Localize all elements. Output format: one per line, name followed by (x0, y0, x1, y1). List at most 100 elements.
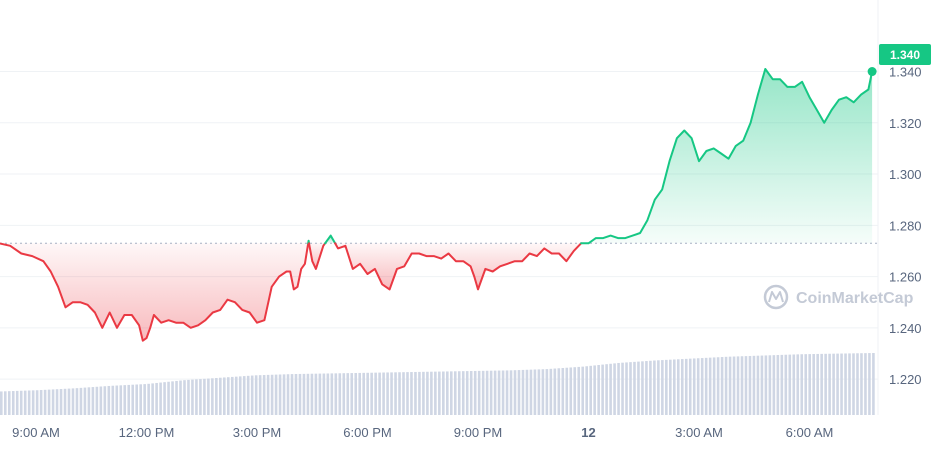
volume-bar (350, 373, 354, 415)
y-tick-label: 1.260 (889, 270, 922, 285)
volume-bar (99, 386, 103, 415)
volume-bar (860, 353, 863, 415)
x-tick-label: 12 (581, 425, 595, 440)
volume-bar (760, 355, 764, 415)
volume-bar (442, 371, 445, 415)
volume-bar (585, 366, 588, 415)
volume-bar (31, 390, 35, 415)
volume-bar (63, 388, 67, 415)
current-price-dot (867, 67, 877, 77)
volume-bar (589, 365, 592, 415)
volume-bar (525, 369, 529, 415)
volume-bar (461, 371, 465, 415)
volume-bar (226, 377, 230, 415)
volume-bar (270, 374, 274, 415)
volume-bar (39, 390, 43, 415)
area-below-baseline (0, 243, 309, 341)
volume-bar (756, 355, 760, 415)
volume-bar (457, 371, 461, 415)
volume-bar (792, 354, 796, 415)
volume-bar (314, 373, 318, 415)
volume-bar (107, 385, 111, 415)
volume-bar (637, 361, 640, 415)
volume-bar (215, 378, 218, 415)
volume-bar (179, 380, 182, 415)
volume-bar (187, 379, 190, 415)
volume-bar (477, 370, 481, 415)
volume-bar (175, 380, 178, 415)
volume-bar (493, 370, 497, 415)
volume-bar (700, 358, 704, 415)
volume-bar (406, 372, 409, 415)
volume-bar (143, 384, 146, 415)
volume-bar (521, 369, 525, 415)
volume-bar (87, 387, 91, 415)
x-tick-label: 6:00 AM (786, 425, 834, 440)
volume-bar (772, 355, 776, 415)
volume-bar (131, 384, 135, 415)
volume-bar (338, 373, 342, 415)
volume-bar (465, 371, 469, 415)
volume-bar (422, 371, 425, 415)
volume-bar (593, 365, 596, 415)
price-line-down (334, 242, 583, 291)
area-above-baseline (581, 69, 873, 244)
volume-bar (382, 372, 385, 415)
y-tick-label: 1.300 (889, 167, 922, 182)
volume-bar (0, 391, 3, 415)
volume-bar (374, 372, 377, 415)
volume-bar (230, 376, 234, 415)
volume-bar (326, 373, 330, 415)
volume-bar (238, 376, 242, 415)
volume-bar (764, 355, 768, 415)
volume-bar (732, 356, 736, 415)
volume-bar (669, 359, 672, 415)
volume-bar (19, 390, 23, 415)
volume-bar (91, 387, 95, 415)
volume-bar (748, 355, 752, 415)
volume-bar (828, 353, 831, 415)
volume-bar (485, 370, 489, 415)
x-tick-label: 12:00 PM (119, 425, 175, 440)
x-tick-label: 6:00 PM (343, 425, 391, 440)
volume-bar (565, 367, 569, 415)
volume-bar (684, 358, 688, 415)
volume-bar (453, 371, 457, 415)
volume-bar (481, 370, 485, 415)
volume-bar (641, 361, 644, 415)
volume-bar (449, 371, 453, 415)
volume-bar (59, 389, 63, 415)
volume-bar (621, 362, 624, 415)
volume-bar (43, 389, 47, 415)
volume-bar (199, 379, 202, 415)
volume-bar (67, 388, 71, 415)
volume-bar (800, 354, 804, 415)
volume-bar (258, 375, 262, 415)
volume-bar (696, 358, 700, 415)
volume-bar (262, 375, 266, 415)
volume-bar (362, 372, 365, 415)
volume-bar (390, 372, 393, 415)
volume-bar (573, 367, 577, 415)
volume-bar (119, 385, 123, 415)
y-tick-label: 1.280 (889, 218, 922, 233)
volume-bar (159, 382, 162, 415)
volume-bar (418, 371, 421, 415)
volume-bar (3, 391, 7, 415)
volume-bar (358, 372, 362, 415)
volume-bar (617, 362, 620, 415)
volume-bar (234, 376, 238, 415)
y-tick-label: 1.220 (889, 372, 922, 387)
volume-bar (529, 369, 533, 415)
volume-bar (784, 354, 788, 415)
volume-bar (728, 356, 732, 415)
volume-bar (704, 357, 708, 415)
price-line-down (0, 242, 310, 342)
volume-bar (832, 353, 835, 415)
area-below-baseline (335, 243, 582, 290)
price-line (0, 68, 874, 342)
volume-bar (302, 373, 306, 415)
volume-bar (816, 353, 819, 415)
volume-bar (716, 357, 720, 415)
